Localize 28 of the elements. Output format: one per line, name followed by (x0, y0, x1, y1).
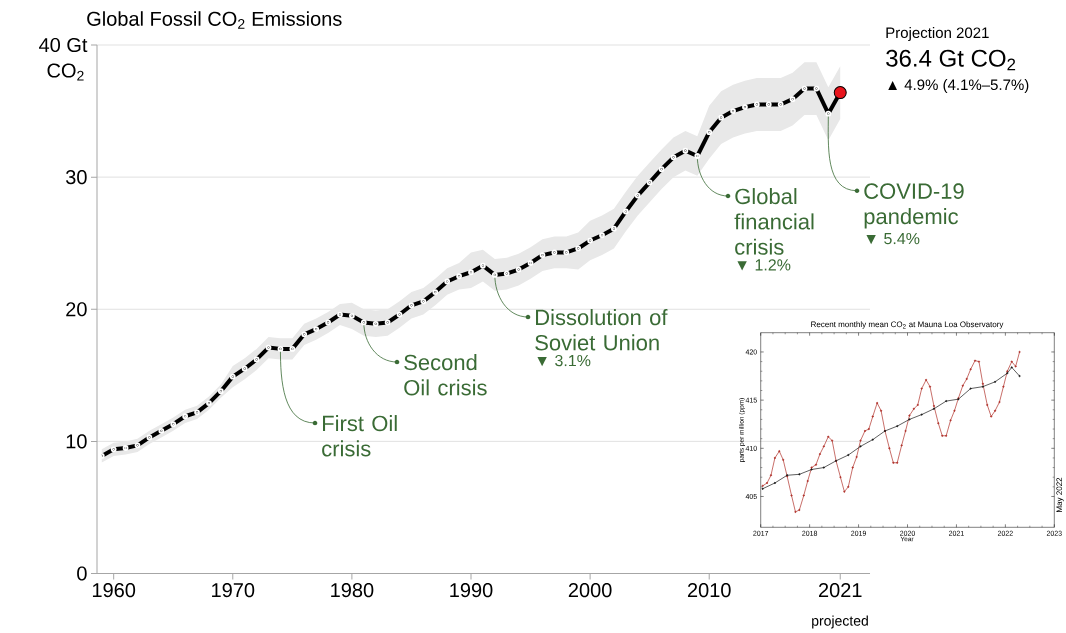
chart-title: Recent monthly mean CO$_{2}$ at Mauna Loa Observatory (811, 321, 1004, 329)
y-tick-label: 10 (66, 434, 87, 449)
y-tick-label: 20 (66, 302, 87, 317)
text: 36.4 Gt CO$_{2}$ (886, 49, 1016, 71)
annotation: ▼ 3.1% (537, 354, 591, 367)
y-tick-label: 0 (77, 566, 87, 581)
x-tick-label: 1960 (92, 583, 136, 598)
y-tick-label: 40 Gt (39, 37, 88, 53)
x-tick-label: 1970 (212, 583, 255, 598)
x-tick-label: 2000 (568, 583, 612, 598)
annotation: ▼ 5.4% (866, 232, 920, 245)
text: Projection 2021 (886, 27, 989, 41)
x-tick-label: 2010 (687, 583, 731, 598)
annotation: Second Oil crisis (404, 354, 487, 396)
annotation: Global financial crisis (734, 188, 814, 255)
y-tick-label: 30 (66, 170, 87, 185)
text: projected (812, 615, 868, 629)
text: ▲ 4.9% (4.1%–5.7%) (888, 79, 1029, 93)
x-tick-label: 1990 (450, 583, 493, 598)
chart-title: Global Fossil CO$_{2}$ Emissions (87, 11, 342, 29)
annotation: COVID-19 pandemic (864, 183, 964, 229)
annotation: Dissolution of Soviet Union (535, 309, 668, 351)
text: May 2022 (1056, 477, 1064, 512)
annotation: ▼ 1.2% (737, 259, 791, 271)
x-tick-label: 2021 (818, 583, 862, 598)
x-tick-label: 1980 (331, 583, 374, 598)
annotation: First Oil crisis (322, 415, 397, 457)
y-axis-title: CO$_{2}$ (47, 63, 84, 81)
